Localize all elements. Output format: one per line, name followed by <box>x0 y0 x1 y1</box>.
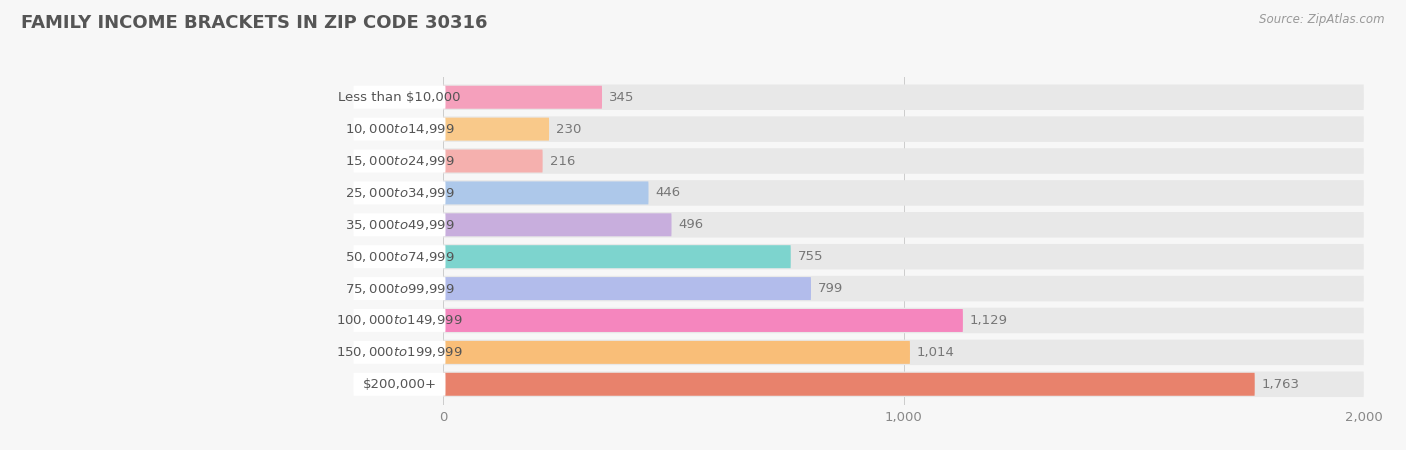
FancyBboxPatch shape <box>353 213 446 236</box>
FancyBboxPatch shape <box>443 212 1364 238</box>
Text: 446: 446 <box>655 186 681 199</box>
Text: $10,000 to $14,999: $10,000 to $14,999 <box>344 122 454 136</box>
Text: 755: 755 <box>797 250 823 263</box>
Text: $100,000 to $149,999: $100,000 to $149,999 <box>336 314 463 328</box>
FancyBboxPatch shape <box>443 244 1364 270</box>
Text: 1,014: 1,014 <box>917 346 955 359</box>
Text: Source: ZipAtlas.com: Source: ZipAtlas.com <box>1260 14 1385 27</box>
FancyBboxPatch shape <box>443 117 550 140</box>
FancyBboxPatch shape <box>443 86 602 109</box>
Text: $50,000 to $74,999: $50,000 to $74,999 <box>344 250 454 264</box>
FancyBboxPatch shape <box>443 340 1364 365</box>
FancyBboxPatch shape <box>353 309 446 332</box>
Text: 799: 799 <box>818 282 844 295</box>
Text: 230: 230 <box>555 122 581 135</box>
FancyBboxPatch shape <box>443 308 1364 333</box>
FancyBboxPatch shape <box>353 277 446 300</box>
Text: 1,129: 1,129 <box>970 314 1008 327</box>
FancyBboxPatch shape <box>443 373 1254 396</box>
FancyBboxPatch shape <box>443 213 672 236</box>
FancyBboxPatch shape <box>353 341 446 364</box>
FancyBboxPatch shape <box>443 309 963 332</box>
Text: 496: 496 <box>679 218 703 231</box>
Text: Less than $10,000: Less than $10,000 <box>339 91 461 104</box>
FancyBboxPatch shape <box>443 117 1364 142</box>
Text: $75,000 to $99,999: $75,000 to $99,999 <box>344 282 454 296</box>
Text: $15,000 to $24,999: $15,000 to $24,999 <box>344 154 454 168</box>
FancyBboxPatch shape <box>443 277 811 300</box>
FancyBboxPatch shape <box>353 149 446 172</box>
FancyBboxPatch shape <box>443 180 1364 206</box>
FancyBboxPatch shape <box>443 181 648 204</box>
Text: $200,000+: $200,000+ <box>363 378 436 391</box>
FancyBboxPatch shape <box>443 341 910 364</box>
FancyBboxPatch shape <box>443 85 1364 110</box>
FancyBboxPatch shape <box>353 181 446 204</box>
Text: 1,763: 1,763 <box>1261 378 1299 391</box>
FancyBboxPatch shape <box>353 117 446 140</box>
FancyBboxPatch shape <box>443 276 1364 302</box>
FancyBboxPatch shape <box>443 372 1364 397</box>
FancyBboxPatch shape <box>443 148 1364 174</box>
Text: 345: 345 <box>609 91 634 104</box>
Text: FAMILY INCOME BRACKETS IN ZIP CODE 30316: FAMILY INCOME BRACKETS IN ZIP CODE 30316 <box>21 14 488 32</box>
Text: 216: 216 <box>550 154 575 167</box>
FancyBboxPatch shape <box>353 373 446 396</box>
FancyBboxPatch shape <box>443 149 543 172</box>
FancyBboxPatch shape <box>353 245 446 268</box>
Text: $35,000 to $49,999: $35,000 to $49,999 <box>344 218 454 232</box>
Text: $25,000 to $34,999: $25,000 to $34,999 <box>344 186 454 200</box>
FancyBboxPatch shape <box>353 86 446 109</box>
FancyBboxPatch shape <box>443 245 790 268</box>
Text: $150,000 to $199,999: $150,000 to $199,999 <box>336 346 463 360</box>
